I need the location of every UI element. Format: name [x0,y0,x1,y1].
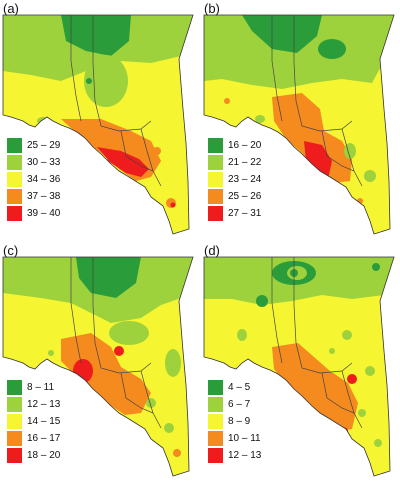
legend-item: 8 – 9 [208,413,280,430]
legend-swatch [208,138,223,153]
legend-d: 4 – 5 6 – 7 8 – 9 10 – 11 12 – 13 [208,379,280,464]
map-a [2,14,194,235]
legend-label: 25 – 29 [27,140,61,151]
legend-label: 10 – 11 [228,433,261,444]
legend-item: 16 – 17 [7,430,79,447]
legend-label: 39 – 40 [27,208,61,219]
legend-label: 8 – 9 [228,416,251,427]
legend-swatch [7,155,22,170]
legend-label: 14 – 15 [27,416,61,427]
legend-item: 25 – 29 [7,137,79,154]
legend-swatch [7,206,22,221]
legend-label: 16 – 17 [27,433,61,444]
legend-item: 27 – 31 [208,205,280,222]
panel-label-a: (a) [3,1,19,16]
legend-item: 34 – 36 [7,171,79,188]
map-b [203,14,395,235]
legend-item: 10 – 11 [208,430,280,447]
legend-label: 18 – 20 [27,450,61,461]
legend-c: 8 – 11 12 – 13 14 – 15 16 – 17 18 – 20 [7,379,79,464]
legend-swatch [7,431,22,446]
panel-label-d: (d) [204,243,220,258]
legend-item: 23 – 24 [208,171,280,188]
legend-label: 25 – 26 [228,191,262,202]
legend-item: 14 – 15 [7,413,79,430]
legend-label: 34 – 36 [27,174,61,185]
legend-swatch [208,414,223,429]
legend-item: 18 – 20 [7,447,79,464]
legend-label: 30 – 33 [27,157,61,168]
legend-label: 8 – 11 [27,382,55,393]
legend-item: 39 – 40 [7,205,79,222]
legend-swatch [208,172,223,187]
map-panel-c: (c) 8 – 11 12 – 13 14 – 15 16 – 17 18 – … [1,243,197,481]
map-panel-a: (a) 25 – 29 30 – 33 34 – 36 37 – 38 39 –… [1,1,197,239]
legend-label: 6 – 7 [228,399,251,410]
legend-label: 12 – 13 [228,450,262,461]
legend-item: 8 – 11 [7,379,79,396]
legend-swatch [208,206,223,221]
legend-label: 37 – 38 [27,191,61,202]
panel-label-c: (c) [3,243,19,258]
legend-label: 12 – 13 [27,399,61,410]
legend-label: 16 – 20 [228,140,262,151]
legend-swatch [7,172,22,187]
legend-swatch [208,431,223,446]
legend-item: 30 – 33 [7,154,79,171]
map-panel-d: (d) 4 – 5 6 – 7 8 – 9 10 – 11 12 – 13 [202,243,398,481]
legend-swatch [208,397,223,412]
legend-item: 21 – 22 [208,154,280,171]
legend-item: 37 – 38 [7,188,79,205]
panel-label-b: (b) [204,1,220,16]
legend-swatch [208,189,223,204]
map-panel-b: (b) 16 – 20 21 – 22 23 – 24 25 – 26 27 –… [202,1,398,239]
legend-item: 16 – 20 [208,137,280,154]
legend-swatch [7,414,22,429]
legend-swatch [208,380,223,395]
legend-swatch [208,155,223,170]
legend-swatch [7,397,22,412]
legend-b: 16 – 20 21 – 22 23 – 24 25 – 26 27 – 31 [208,137,280,222]
legend-item: 12 – 13 [208,447,280,464]
legend-label: 27 – 31 [228,208,262,219]
legend-swatch [7,380,22,395]
legend-swatch [7,448,22,463]
legend-swatch [7,189,22,204]
legend-label: 21 – 22 [228,157,262,168]
map-c [2,256,194,477]
legend-swatch [208,448,223,463]
legend-a: 25 – 29 30 – 33 34 – 36 37 – 38 39 – 40 [7,137,79,222]
legend-item: 25 – 26 [208,188,280,205]
legend-label: 4 – 5 [228,382,251,393]
legend-label: 23 – 24 [228,174,262,185]
map-d [203,256,395,477]
legend-item: 4 – 5 [208,379,280,396]
legend-item: 6 – 7 [208,396,280,413]
legend-item: 12 – 13 [7,396,79,413]
legend-swatch [7,138,22,153]
